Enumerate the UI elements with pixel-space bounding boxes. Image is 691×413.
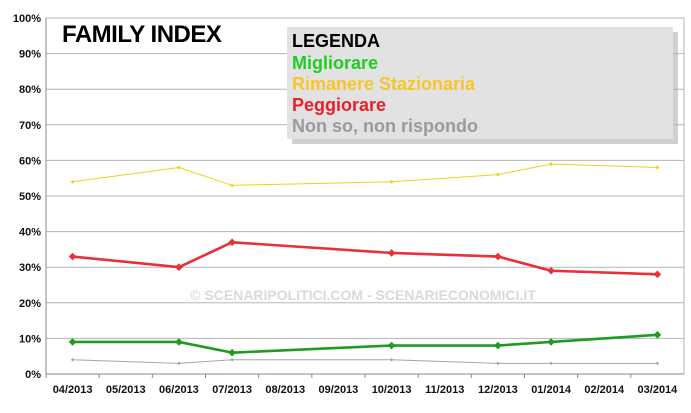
y-axis-ticks: 0% 10% 20% 30% 40% 50% 60% 70% 80% 90% 100% [13,13,41,381]
legend-title: LEGENDA [292,31,380,51]
data-point-migliorare [175,338,183,346]
y-tick-label: 70% [19,120,41,132]
x-tick-label: 03/2014 [638,384,679,396]
data-point-rimanere-stazionaria [389,179,394,184]
data-point-non-so-non-rispondo [230,357,234,362]
data-point-rimanere-stazionaria [70,179,75,184]
data-point-peggiorare [547,266,555,275]
data-point-migliorare [494,341,502,350]
data-point-rimanere-stazionaria [495,172,500,177]
series-lines [68,161,662,366]
x-tick-label: 08/2013 [265,384,305,396]
series-line-non-so-non-rispondo [72,359,658,364]
x-tick-label: 06/2013 [159,384,199,396]
series-line-peggiorare [72,240,658,276]
data-point-migliorare [653,331,662,339]
x-tick-label: 05/2013 [106,384,146,396]
legend-item-rimanere-stazionaria: Rimanere Stazionaria [292,74,476,94]
chart-title: FAMILY INDEX [62,21,222,48]
data-point-peggiorare [494,252,502,261]
series-line-rimanere-stazionaria [72,163,658,186]
data-point-rimanere-stazionaria [176,165,181,170]
x-tick-label: 12/2013 [478,384,518,396]
x-tick-label: 04/2013 [53,384,93,396]
x-axis-ticks: 04/2013 05/2013 06/2013 07/2013 08/2013 09/20… [45,374,679,396]
data-point-rimanere-stazionaria [230,183,235,188]
data-point-peggiorare [387,249,396,257]
data-point-migliorare [547,338,555,346]
series-line-migliorare [72,333,658,354]
data-point-migliorare [228,348,236,357]
y-tick-label: 60% [19,155,41,167]
data-point-non-so-non-rispondo [655,361,660,366]
data-point-migliorare [387,341,396,350]
x-tick-label: 02/2014 [584,384,625,396]
data-point-non-so-non-rispondo [177,361,181,366]
data-point-peggiorare [228,238,236,247]
legend-item-non-so: Non so, non rispondo [292,116,478,136]
data-point-peggiorare [68,252,77,261]
legend-item-peggiorare: Peggiorare [292,95,386,115]
legend-item-migliorare: Migliorare [292,53,378,73]
data-point-non-so-non-rispondo [70,357,75,362]
y-tick-label: 30% [19,262,41,274]
data-point-non-so-non-rispondo [389,357,394,362]
data-point-rimanere-stazionaria [655,165,660,170]
y-tick-label: 20% [19,298,41,310]
y-tick-label: 10% [19,333,41,345]
data-point-non-so-non-rispondo [496,361,500,366]
watermark-text: © SCENARIPOLITICI.COM - SCENARIECONOMICI… [190,287,536,303]
legend-box [287,27,673,139]
x-tick-label: 07/2013 [212,384,252,396]
x-tick-label: 01/2014 [531,384,572,396]
y-tick-label: 50% [19,191,41,203]
y-tick-label: 40% [19,227,41,239]
data-point-peggiorare [653,270,662,279]
y-tick-label: 90% [19,49,41,61]
x-tick-label: 09/2013 [319,384,359,396]
x-tick-label: 11/2013 [425,384,464,396]
legend: LEGENDA Migliorare Rimanere Stazionaria … [287,27,678,144]
data-point-rimanere-stazionaria [549,161,554,166]
data-point-non-so-non-rispondo [549,361,553,366]
y-tick-label: 100% [13,13,41,25]
y-tick-label: 80% [19,84,41,96]
y-tick-label: 0% [25,369,41,381]
data-point-peggiorare [175,263,183,271]
x-tick-label: 10/2013 [372,384,412,396]
data-point-migliorare [68,338,77,346]
